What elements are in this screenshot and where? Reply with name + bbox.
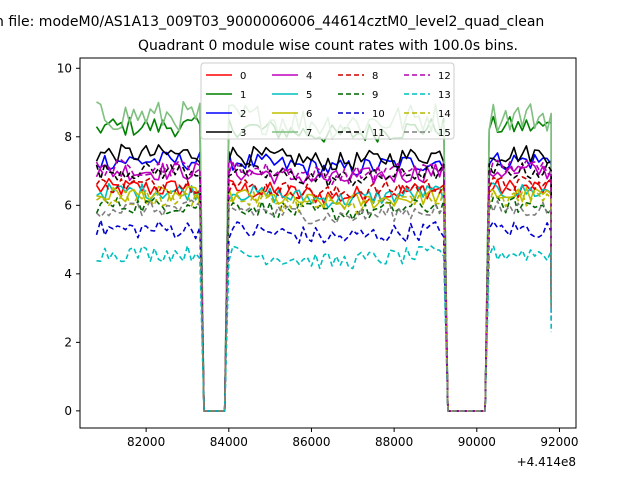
legend-label-9: 9: [372, 90, 378, 101]
x-tick-label: 92000: [540, 435, 578, 449]
x-tick-label: 88000: [375, 435, 413, 449]
figure-suptitle: n file: modeM0/AS1A13_009T03_9000006006_…: [0, 14, 544, 30]
legend-label-10: 10: [372, 109, 385, 120]
series-line-12: [95, 159, 552, 412]
x-tick-label: 84000: [210, 435, 248, 449]
legend-label-4: 4: [306, 71, 312, 82]
y-tick-label: 2: [64, 335, 72, 349]
x-offset-label: +4.414e8: [517, 455, 576, 469]
legend-label-7: 7: [306, 128, 312, 139]
legend-label-13: 13: [438, 90, 451, 101]
x-tick-label: 82000: [127, 435, 165, 449]
y-tick-label: 8: [64, 130, 72, 144]
x-tick-label: 90000: [458, 435, 496, 449]
chart-title: Quadrant 0 module wise count rates with …: [138, 38, 518, 54]
legend-label-5: 5: [306, 90, 312, 101]
legend-label-15: 15: [438, 128, 451, 139]
legend-label-6: 6: [306, 109, 312, 120]
legend-label-11: 11: [372, 128, 385, 139]
legend-label-1: 1: [240, 90, 246, 101]
y-tick-label: 0: [64, 404, 72, 418]
legend-box: [200, 62, 455, 140]
plot-frame: [79, 57, 577, 429]
legend-label-2: 2: [240, 109, 246, 120]
series-line-15: [95, 199, 552, 412]
legend-label-3: 3: [240, 128, 246, 139]
y-tick-label: 4: [64, 267, 72, 281]
legend-label-12: 12: [438, 71, 451, 82]
x-tick-label: 86000: [292, 435, 330, 449]
y-tick-label: 10: [57, 61, 72, 75]
legend-label-14: 14: [438, 109, 451, 120]
legend-label-0: 0: [240, 71, 246, 82]
y-tick-label: 6: [64, 198, 72, 212]
legend-label-8: 8: [372, 71, 378, 82]
